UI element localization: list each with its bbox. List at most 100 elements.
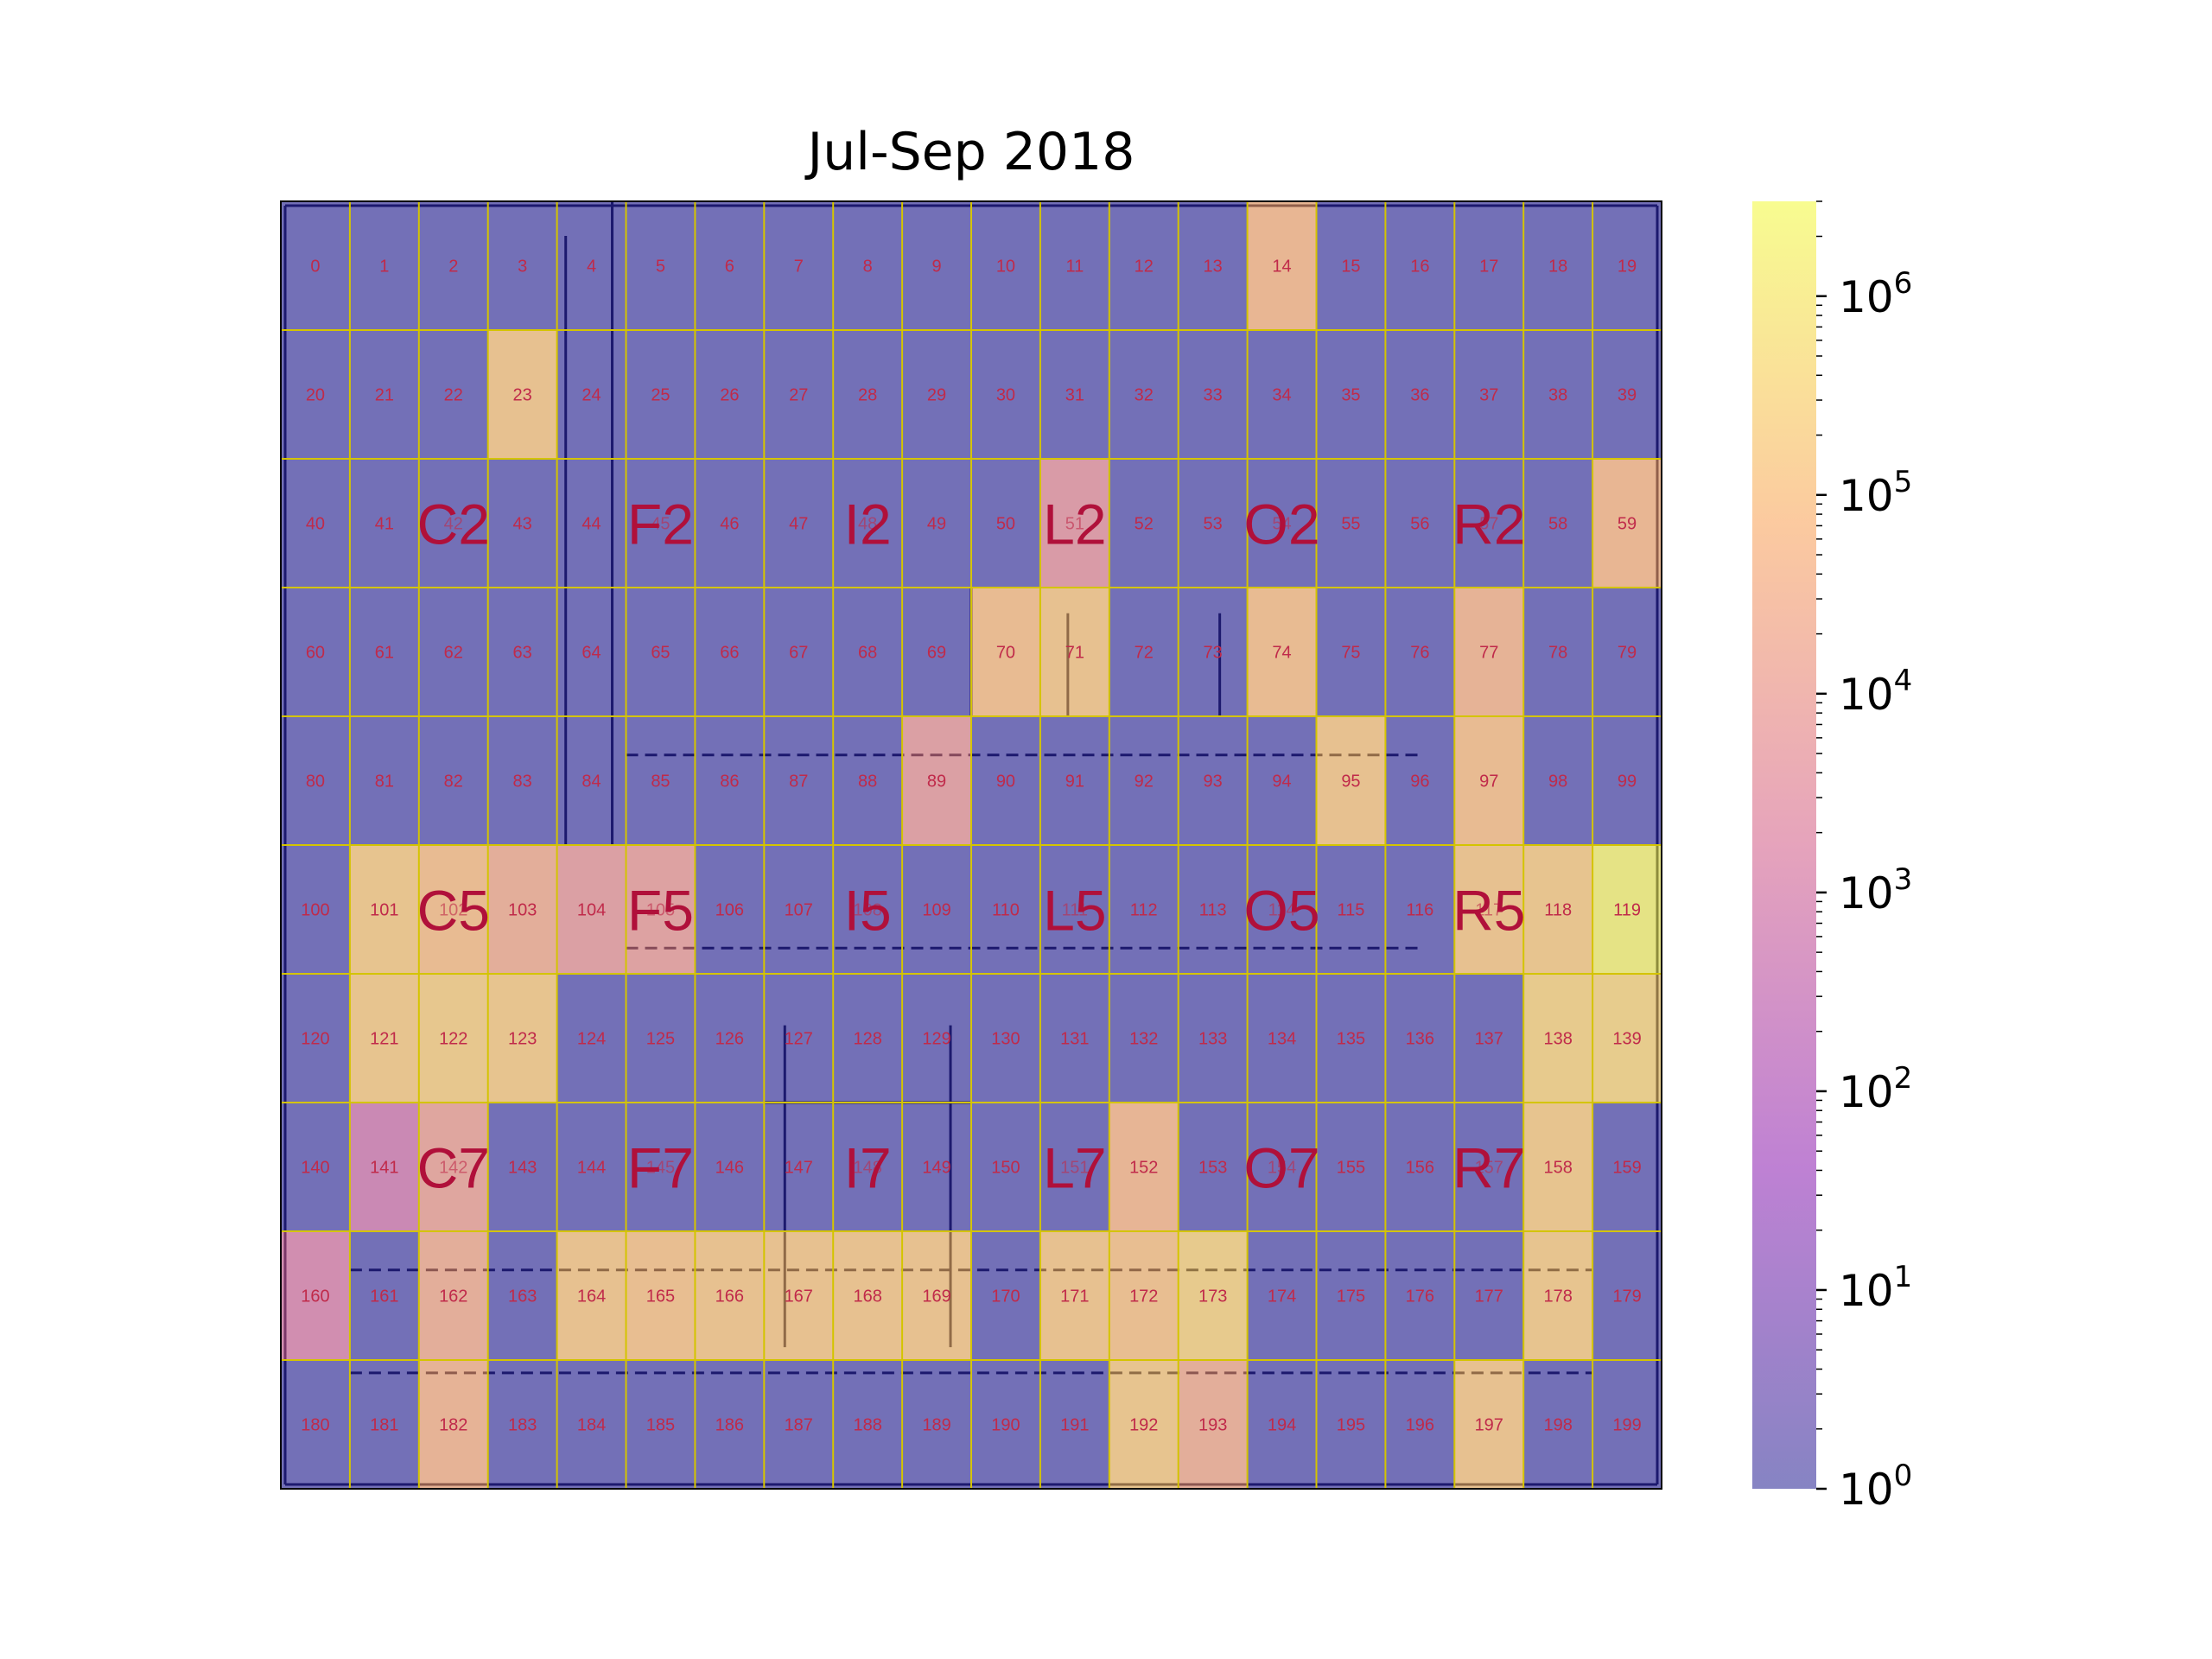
cell-index-label: 56 <box>1410 515 1429 534</box>
cell-index-label: 166 <box>715 1287 744 1306</box>
cell-index-label: 32 <box>1135 386 1154 405</box>
cell-index-label: 67 <box>789 644 808 663</box>
cell-index-label: 130 <box>991 1030 1020 1049</box>
cell-index-label: 12 <box>1135 257 1154 276</box>
heatmap-cell <box>902 716 972 846</box>
heatmap-cell <box>1247 1103 1317 1232</box>
heatmap-cell <box>764 845 834 975</box>
cell-index-label: 111 <box>1062 901 1088 920</box>
cell-index-label: 189 <box>922 1416 950 1435</box>
heatmap-cell <box>1039 1103 1110 1232</box>
heatmap-cell <box>626 330 696 460</box>
heatmap-cell <box>1039 588 1110 717</box>
cell-index-label: 174 <box>1268 1287 1296 1306</box>
heatmap-cell <box>1454 1231 1524 1361</box>
cell-index-label: 28 <box>858 386 877 405</box>
heatmap-cell <box>1039 716 1110 846</box>
cell-index-label: 53 <box>1204 515 1223 534</box>
heatmap-cell <box>556 1231 626 1361</box>
cell-index-label: 199 <box>1612 1416 1641 1435</box>
heatmap-cell <box>626 716 696 846</box>
heatmap-cell <box>1592 1231 1662 1361</box>
cell-index-label: 185 <box>646 1416 675 1435</box>
heatmap-cell <box>487 588 558 717</box>
cell-index-label: 158 <box>1543 1159 1572 1178</box>
heatmap-cell <box>764 974 834 1103</box>
cell-index-label: 41 <box>375 515 394 534</box>
heatmap-cell <box>1385 330 1455 460</box>
cell-index-label: 134 <box>1268 1030 1296 1049</box>
cell-index-label: 139 <box>1612 1030 1641 1049</box>
cell-index-label: 122 <box>439 1030 467 1049</box>
heatmap-cell <box>1454 1360 1524 1490</box>
heatmap-cell <box>1109 1103 1179 1232</box>
heatmap-cell <box>281 1360 351 1490</box>
cell-index-label: 27 <box>789 386 808 405</box>
colorbar-tick-label: 103 <box>1839 862 1912 918</box>
cell-index-label: 76 <box>1410 644 1429 663</box>
cell-index-label: 22 <box>444 386 463 405</box>
cell-index-label: 161 <box>370 1287 398 1306</box>
heatmap-cell <box>1178 845 1249 975</box>
heatmap-cell <box>1592 845 1662 975</box>
zone-label: I5 <box>844 879 892 943</box>
zone-label: O2 <box>1244 493 1320 556</box>
cell-index-label: 77 <box>1479 644 1498 663</box>
heatmap-cell <box>1454 845 1524 975</box>
heatmap-cell <box>418 201 489 331</box>
heatmap-cell <box>1316 1231 1386 1361</box>
cell-index-label: 72 <box>1135 644 1154 663</box>
cell-index-label: 39 <box>1618 386 1637 405</box>
heatmap-cell <box>1523 1360 1593 1490</box>
cell-index-label: 104 <box>577 901 606 920</box>
cell-index-label: 94 <box>1272 772 1291 791</box>
heatmap-cell <box>556 588 626 717</box>
heatmap-cell <box>1247 974 1317 1103</box>
heatmap-cell <box>1454 716 1524 846</box>
heatmap-cell <box>1523 1103 1593 1232</box>
cell-index-label: 192 <box>1129 1416 1158 1435</box>
heatmap-cell <box>764 330 834 460</box>
cell-index-label: 75 <box>1341 644 1360 663</box>
heatmap-cell <box>1385 1103 1455 1232</box>
heatmap-cell <box>281 845 351 975</box>
cell-index-label: 82 <box>444 772 463 791</box>
cell-index-label: 195 <box>1337 1416 1365 1435</box>
heatmap-cell <box>349 1231 420 1361</box>
cell-index-label: 57 <box>1479 515 1498 534</box>
heatmap-cell <box>764 1103 834 1232</box>
heatmap-cells <box>281 201 1662 1490</box>
cell-index-label: 10 <box>996 257 1015 276</box>
heatmap-cell <box>1454 974 1524 1103</box>
heatmap-cell <box>902 330 972 460</box>
heatmap-cell <box>833 588 903 717</box>
cell-index-label: 13 <box>1204 257 1223 276</box>
cell-index-label: 2 <box>448 257 458 276</box>
cell-index-label: 177 <box>1475 1287 1503 1306</box>
zone-label: R7 <box>1452 1136 1525 1200</box>
heatmap-cell <box>1247 1231 1317 1361</box>
cell-index-label: 167 <box>785 1287 813 1306</box>
heatmap-cell <box>833 459 903 588</box>
heatmap-cell <box>764 459 834 588</box>
cell-index-label: 15 <box>1341 257 1360 276</box>
cell-index-label: 162 <box>439 1287 467 1306</box>
cell-index-label: 196 <box>1406 1416 1434 1435</box>
cell-index-label: 108 <box>853 901 881 920</box>
heatmap-cell <box>764 716 834 846</box>
heatmap-cell <box>971 588 1041 717</box>
heatmap-cell <box>1592 459 1662 588</box>
heatmap-cell <box>902 974 972 1103</box>
cell-index-label: 137 <box>1475 1030 1503 1049</box>
cell-index-label: 62 <box>444 644 463 663</box>
heatmap-cell <box>1109 845 1179 975</box>
heatmap-cell <box>1592 330 1662 460</box>
cell-index-label: 182 <box>439 1416 467 1435</box>
cell-index-label: 115 <box>1338 901 1365 920</box>
heatmap-cell <box>349 330 420 460</box>
heatmap-cell <box>418 459 489 588</box>
heatmap-cell <box>1523 459 1593 588</box>
cell-index-label: 133 <box>1198 1030 1227 1049</box>
heatmap-cell <box>349 845 420 975</box>
